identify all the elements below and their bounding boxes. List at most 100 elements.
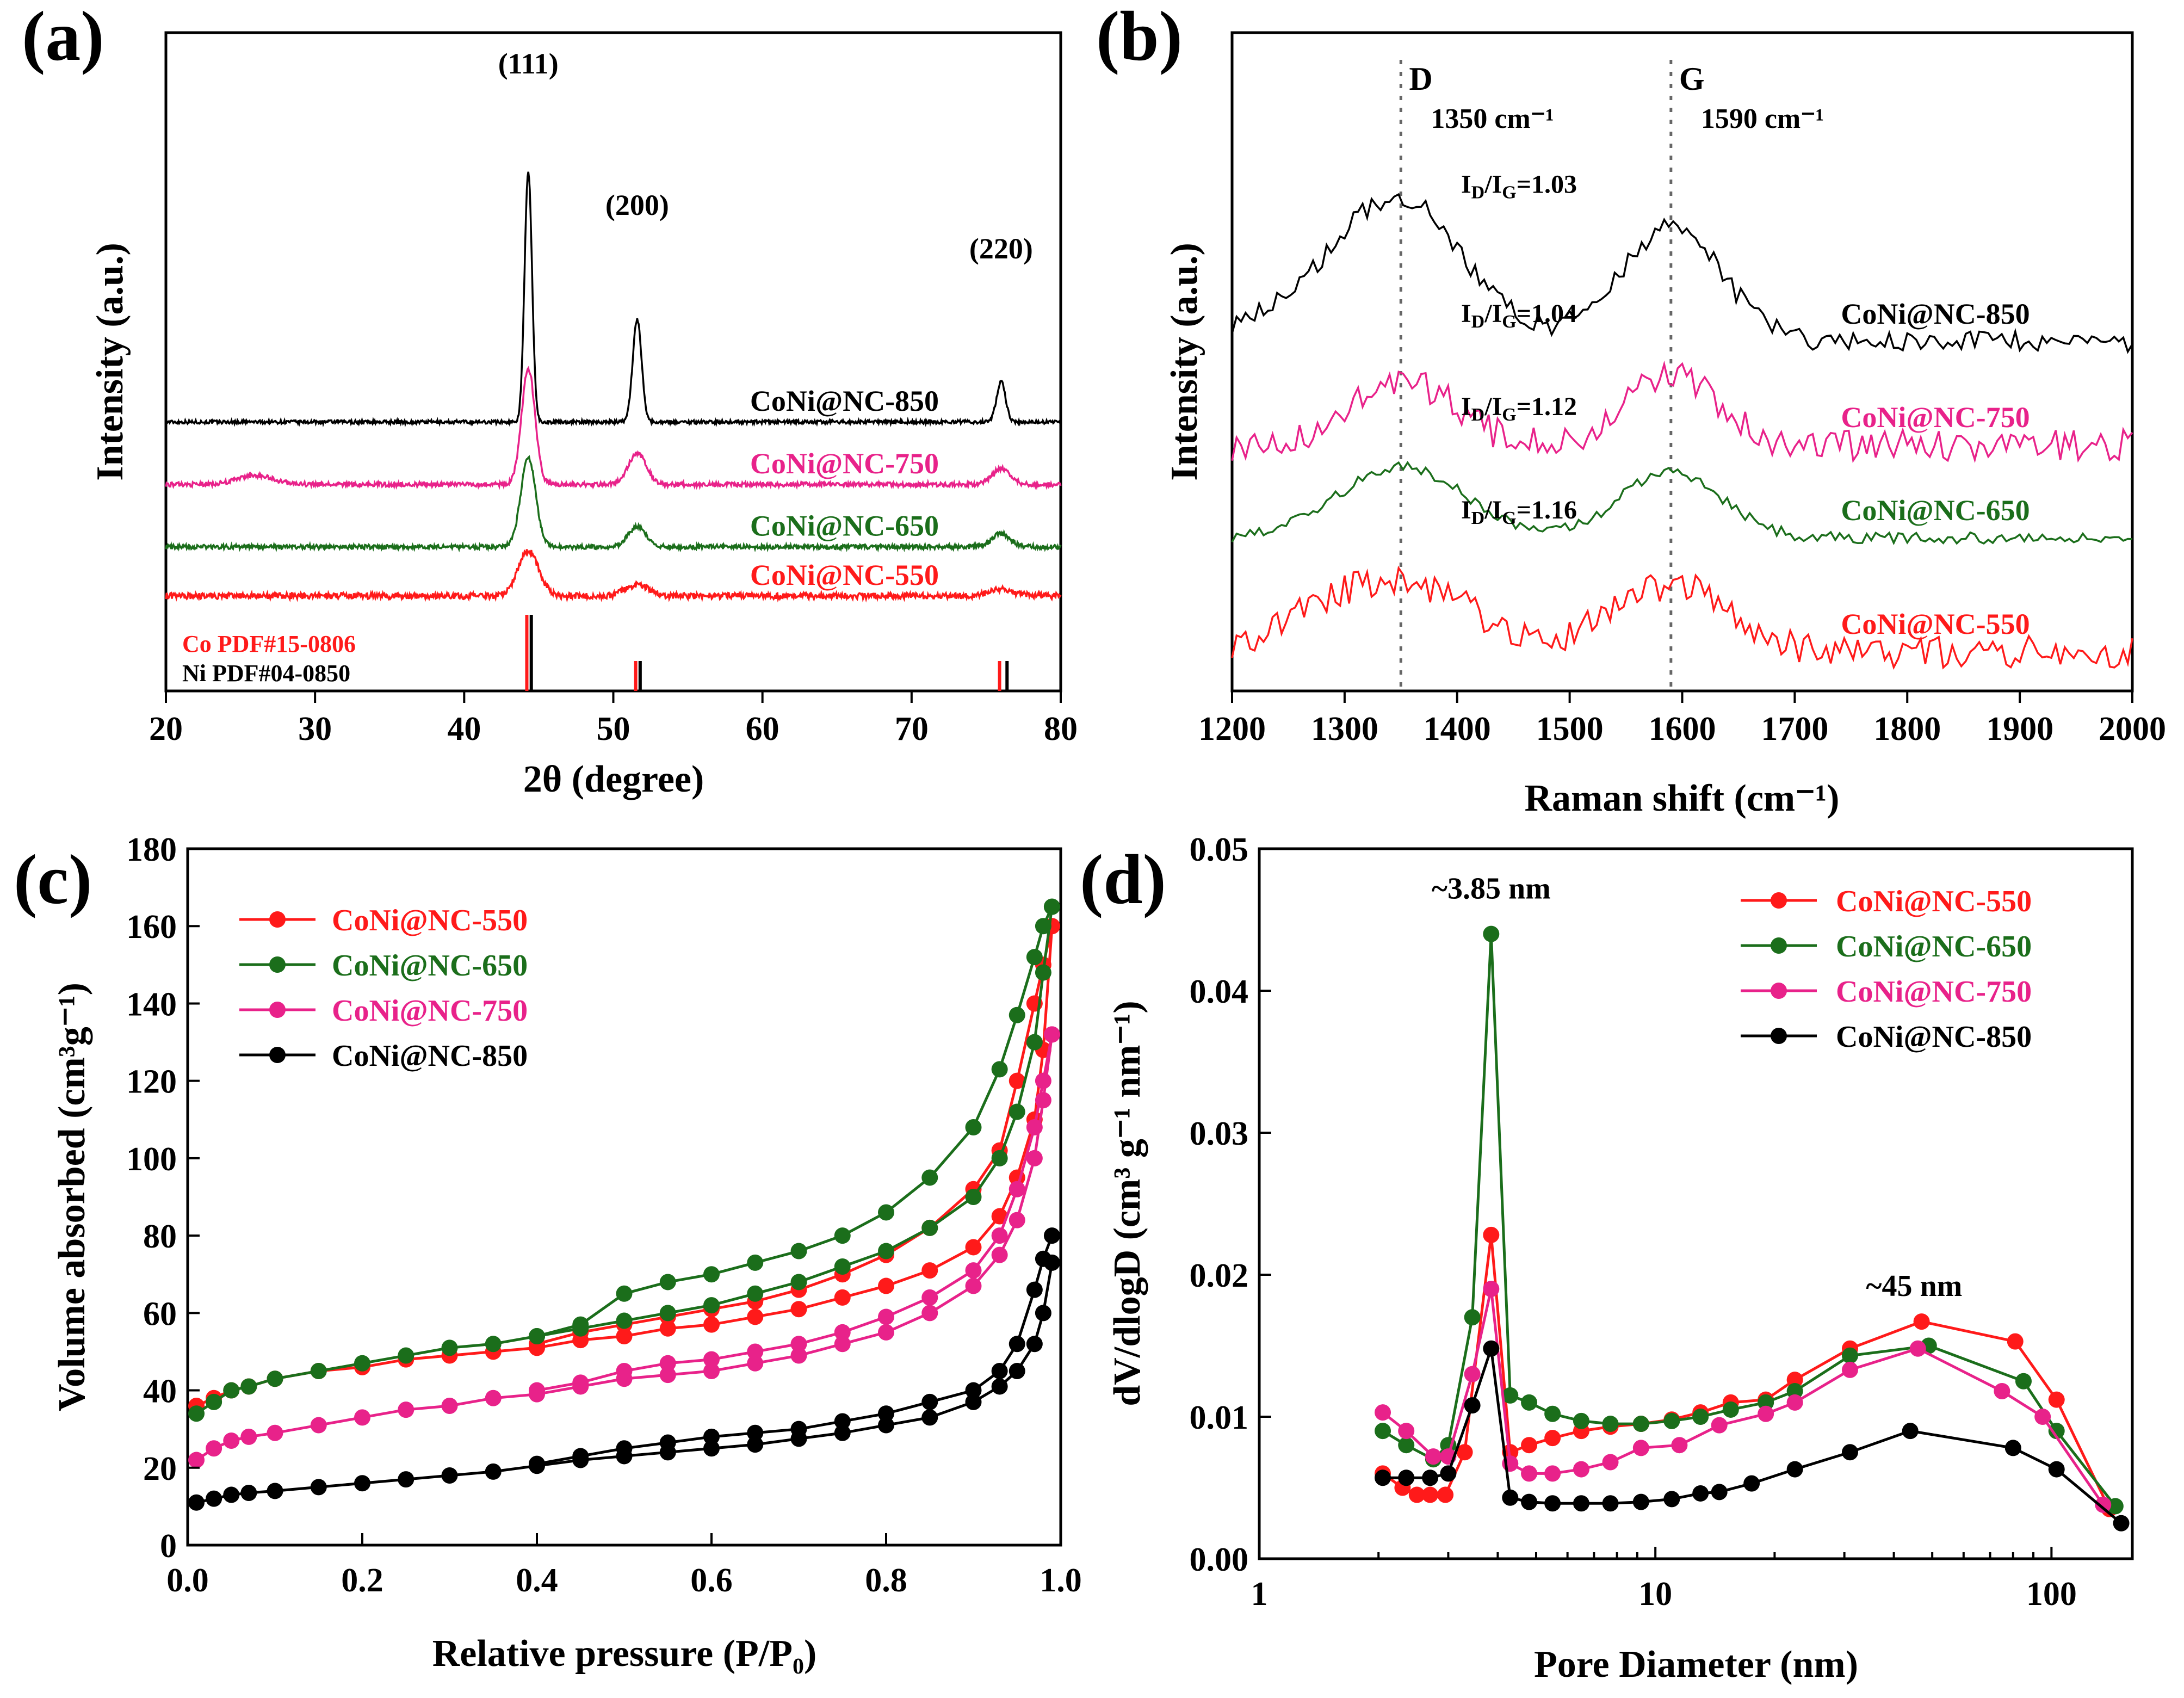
isotherm-point	[790, 1301, 807, 1318]
legend-marker	[1771, 1028, 1787, 1044]
x-tick-label: 0.2	[341, 1562, 383, 1599]
x-tick-label: 1500	[1536, 711, 1604, 748]
isotherm-point	[703, 1297, 720, 1314]
isotherm-point	[1035, 1072, 1051, 1089]
isotherm-point	[921, 1305, 938, 1322]
panel-d-y-label: dV/dlogD (cm³ g⁻¹ nm⁻¹)	[1106, 1001, 1148, 1406]
isotherm-point	[310, 1417, 327, 1434]
y-tick-label: 0.02	[1190, 1257, 1249, 1294]
legend-label-coni-nc-850: CoNi@NC-850	[1836, 1020, 2032, 1054]
legend-marker	[269, 1002, 286, 1018]
raman-series-label-coni-nc-750: CoNi@NC-750	[1841, 401, 2030, 434]
y-tick-label: 60	[143, 1295, 177, 1332]
x-tick-label: 2000	[2099, 711, 2166, 748]
y-tick-label: 160	[126, 909, 177, 946]
pore-point	[1758, 1405, 1774, 1422]
y-tick-label: 40	[143, 1373, 177, 1410]
legend-label-coni-nc-550: CoNi@NC-550	[1836, 885, 2032, 918]
isotherm-point	[991, 1363, 1008, 1379]
panel-d-frame	[1258, 847, 2134, 1560]
isotherm-point	[240, 1485, 257, 1501]
isotherm-point	[240, 1378, 257, 1395]
isotherm-point	[834, 1336, 851, 1353]
panel-b-label: (b)	[1096, 0, 1183, 76]
raman-series-label-coni-nc-550: CoNi@NC-550	[1841, 608, 2030, 640]
isotherm-point	[1009, 1072, 1025, 1089]
legend-marker	[1771, 983, 1787, 999]
isotherm-point	[747, 1424, 764, 1441]
x-tick-label: 0.0	[166, 1562, 209, 1599]
pore-point	[1841, 1444, 1858, 1461]
isotherm-point	[747, 1355, 764, 1372]
isotherm-point	[572, 1448, 589, 1465]
panel-d-label: (d)	[1080, 841, 1166, 919]
pore-point	[1521, 1437, 1538, 1454]
x-tick-label: 1300	[1311, 711, 1378, 748]
isotherm-point	[616, 1328, 633, 1344]
raman-series-label-coni-nc-650: CoNi@NC-650	[1841, 494, 2030, 527]
isotherm-point	[267, 1370, 283, 1387]
pore-point	[1758, 1394, 1774, 1411]
isotherm-point	[616, 1285, 633, 1302]
x-tick-label: 0.6	[690, 1562, 733, 1599]
panel-c-plot-area	[188, 898, 1060, 1511]
isotherm-point	[921, 1289, 938, 1306]
isotherm-point	[1035, 1305, 1051, 1322]
isotherm-point	[1026, 1336, 1043, 1353]
pore-point	[1663, 1412, 1680, 1429]
isotherm-point	[921, 1169, 938, 1186]
legend-label-coni-nc-750: CoNi@NC-750	[1836, 975, 2032, 1009]
pore-point	[2095, 1496, 2112, 1513]
pore-point	[1632, 1440, 1649, 1456]
panel-d-pore-distribution: (d) ~3.85 nm ~45 nm 1 10 100 0.00 0.01 0.02 0.0…	[1080, 831, 2134, 1685]
pore-point	[1398, 1437, 1415, 1454]
pore-point	[1521, 1493, 1538, 1510]
isotherm-point	[659, 1434, 676, 1451]
isotherm-point	[485, 1390, 502, 1406]
pore-point	[1408, 1486, 1425, 1503]
pore-point	[2048, 1461, 2065, 1478]
isotherm-point	[878, 1277, 894, 1294]
isotherm-point	[1026, 1119, 1043, 1135]
raman-series-label-coni-nc-850: CoNi@NC-850	[1841, 298, 2030, 330]
pore-point	[1440, 1465, 1457, 1482]
isotherm-point	[485, 1336, 502, 1353]
id-ig-ratio: ID/IG=1.12	[1461, 392, 1577, 425]
pore-point	[1663, 1491, 1680, 1508]
peak-annotation: ~3.85 nm	[1432, 872, 1551, 905]
x-tick-label: 40	[447, 711, 481, 748]
panel-c-frame	[186, 847, 1062, 1547]
pore-point	[1483, 1281, 1500, 1298]
pore-point	[1692, 1485, 1709, 1502]
isotherm-point	[659, 1355, 676, 1372]
isotherm-point	[267, 1424, 283, 1441]
legend-marker	[269, 911, 286, 928]
xrd-peak-label: (200)	[605, 189, 669, 221]
y-tick-label: 0.01	[1190, 1399, 1249, 1436]
isotherm-point	[991, 1061, 1008, 1078]
isotherm-point	[1009, 1336, 1025, 1353]
y-tick-label: 100	[126, 1141, 177, 1178]
isotherm-point	[223, 1433, 240, 1449]
y-tick-label: 80	[143, 1218, 177, 1255]
isotherm-point	[991, 1378, 1008, 1395]
isotherm-point	[834, 1413, 851, 1430]
isotherm-point	[991, 1208, 1008, 1225]
pore-point	[1786, 1394, 1803, 1411]
pore-point	[1375, 1469, 1391, 1486]
y-tick-label: 180	[126, 831, 177, 868]
isotherm-point	[1035, 964, 1051, 981]
x-tick-label: 1	[1251, 1576, 1268, 1613]
x-tick-label: 30	[298, 711, 332, 748]
pore-point	[1909, 1340, 1926, 1357]
x-tick-label: 1900	[1986, 711, 2053, 748]
pore-point	[1573, 1412, 1589, 1429]
isotherm-point	[921, 1393, 938, 1410]
pore-point	[1544, 1430, 1561, 1447]
band-position: 1350 cm⁻¹	[1431, 103, 1554, 134]
pore-point	[1437, 1486, 1454, 1503]
y-tick-label: 0.04	[1190, 973, 1249, 1010]
isotherm-point	[834, 1289, 851, 1306]
isotherm-point	[1026, 1034, 1043, 1051]
isotherm-point	[616, 1312, 633, 1329]
